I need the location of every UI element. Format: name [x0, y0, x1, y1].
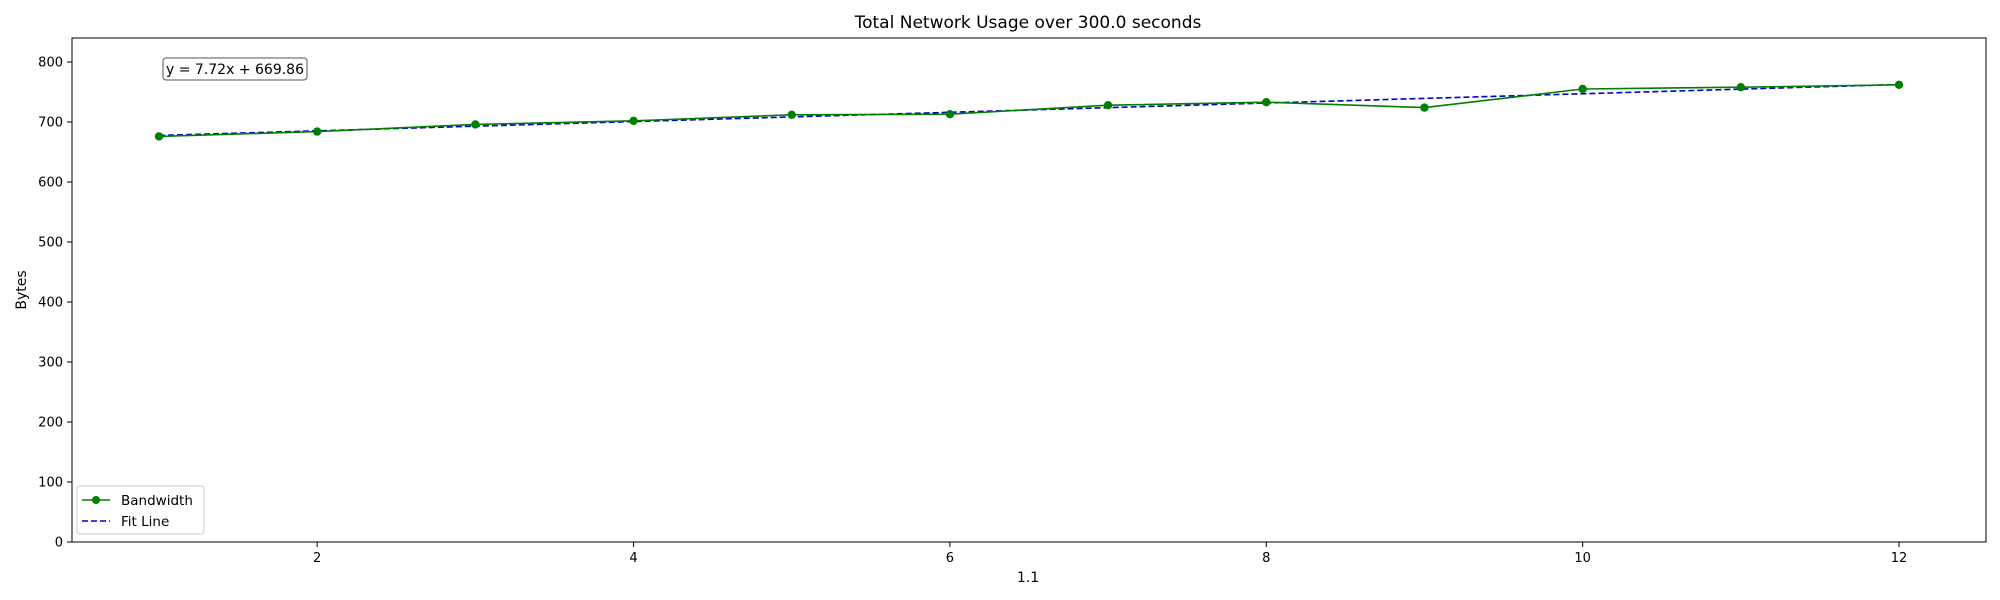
- y-tick-label: 700: [38, 116, 63, 131]
- x-tick-label: 12: [1891, 551, 1908, 566]
- bandwidth-data-point: [1262, 98, 1271, 107]
- legend-item-bandwidth: Bandwidth: [82, 493, 193, 509]
- bandwidth-data-point: [787, 110, 796, 120]
- legend-marker-bandwidth: [92, 496, 100, 504]
- annotation-box-frame: [162, 57, 308, 81]
- y-axis: 0 100 200 300 400 500 600 700 800: [38, 56, 72, 551]
- y-tick-label: 100: [38, 476, 63, 491]
- y-tick-label: 200: [38, 416, 63, 431]
- legend-label-bandwidth: Bandwidth: [121, 493, 193, 509]
- bandwidth-data-point: [945, 110, 955, 119]
- bandwidth-series-line: [158, 84, 1900, 138]
- bandwidth-data-point: [629, 116, 638, 126]
- y-tick-label: 800: [38, 56, 63, 71]
- bandwidth-data-point: [1894, 80, 1904, 90]
- bandwidth-data-point: [1578, 84, 1587, 94]
- y-tick-label: 400: [38, 296, 63, 311]
- x-tick-label: 10: [1574, 551, 1591, 566]
- x-tick-label: 6: [946, 551, 954, 566]
- y-tick-label: 0: [55, 536, 63, 551]
- y-tick-label: 600: [38, 176, 63, 191]
- x-tick-label: 4: [629, 551, 637, 566]
- x-tick-label: 2: [313, 551, 321, 566]
- y-tick-label: 300: [38, 356, 63, 371]
- bandwidth-data-point: [471, 120, 480, 129]
- bandwidth-data-point: [1103, 101, 1113, 110]
- chart-title: Total Network Usage over 300.0 seconds: [854, 13, 1202, 33]
- fit-line-series: [158, 83, 1900, 137]
- series-layer: [154, 80, 1904, 141]
- legend-frame: [76, 485, 205, 535]
- fit-equation-text: y = 7.72x + 669.86: [166, 62, 304, 78]
- legend-label-fit-line: Fit Line: [121, 514, 169, 530]
- bandwidth-data-point: [1420, 103, 1429, 112]
- bandwidth-data-point: [312, 127, 322, 136]
- y-tick-label: 500: [38, 236, 63, 251]
- x-axis-title: 1.1: [1017, 570, 1039, 586]
- y-axis-title: Bytes: [14, 270, 30, 309]
- legend: Bandwidth Fit Line: [76, 485, 205, 535]
- bandwidth-data-point: [1736, 83, 1746, 92]
- x-tick-label: 8: [1262, 551, 1270, 566]
- legend-item-fit-line: Fit Line: [82, 514, 169, 530]
- plot-frame: [71, 37, 1987, 543]
- fit-equation-annotation: y = 7.72x + 669.86: [162, 57, 308, 81]
- bandwidth-data-point: [154, 132, 164, 141]
- x-axis: 2 4 6 8 10 12: [313, 542, 1907, 566]
